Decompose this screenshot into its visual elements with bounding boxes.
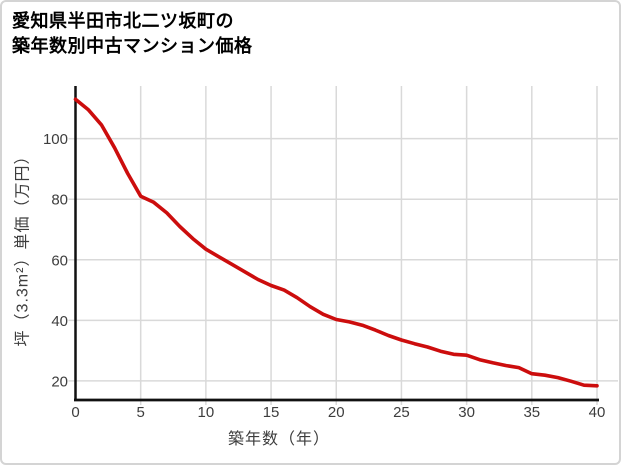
x-tick-label: 0 — [71, 404, 79, 421]
chart-title-line2: 築年数別中古マンション価格 — [12, 36, 253, 56]
y-axis-label-text: 坪（3.3m²）単価（万円） — [14, 147, 31, 347]
y-tick-label: 20 — [51, 373, 68, 390]
chart-title-line1: 愛知県半田市北二ツ坂町の — [12, 11, 234, 31]
y-tick-label: 100 — [43, 131, 68, 148]
y-tick-label: 40 — [51, 313, 68, 330]
x-tick-label: 20 — [328, 404, 345, 421]
x-tick-label: 15 — [263, 404, 280, 421]
price-line-series — [73, 97, 599, 388]
x-tick-label: 10 — [198, 404, 215, 421]
x-axis-label: 築年数（年） — [227, 431, 330, 448]
y-tick-label: 80 — [51, 192, 68, 209]
x-tick-label: 25 — [393, 404, 410, 421]
x-tick-label: 30 — [458, 404, 475, 421]
x-tick-label: 35 — [523, 404, 540, 421]
y-tick-label: 60 — [51, 252, 68, 269]
x-tick-label: 40 — [589, 404, 606, 421]
x-tick-label: 5 — [137, 404, 145, 421]
chart-title: 愛知県半田市北二ツ坂町の 築年数別中古マンション価格 — [12, 9, 253, 59]
y-axis-label: 坪（3.3m²）単価（万円） — [6, 90, 34, 404]
